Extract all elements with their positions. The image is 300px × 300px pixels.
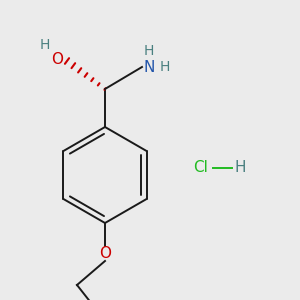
- Text: O: O: [51, 52, 63, 67]
- Text: H: H: [40, 38, 50, 52]
- Text: H: H: [234, 160, 245, 175]
- Text: H: H: [160, 60, 170, 74]
- Text: H: H: [144, 44, 154, 58]
- Text: O: O: [99, 245, 111, 260]
- Text: N: N: [143, 59, 155, 74]
- Text: Cl: Cl: [193, 160, 208, 175]
